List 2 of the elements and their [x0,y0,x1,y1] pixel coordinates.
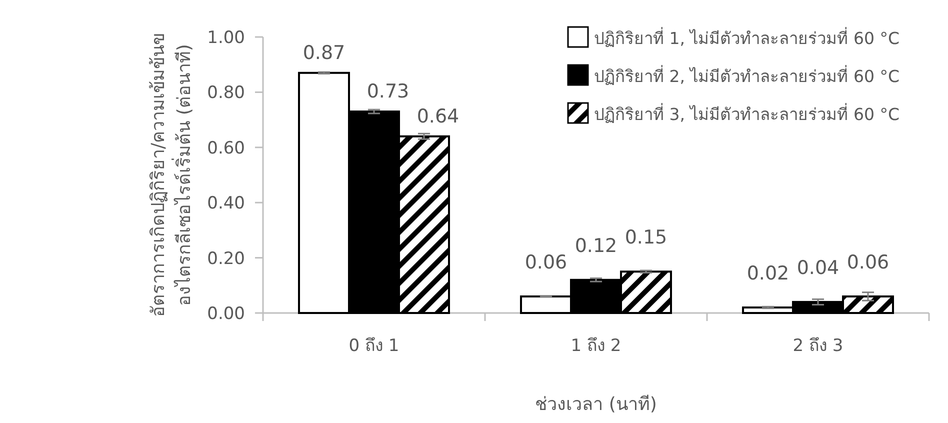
ylabel: อัตราการเกิดปฏิกิริยา/ความเข้มข้นของไตรกลีเซอไรด์เริ่มต้น (ต่อนาที) [148,32,195,318]
xlabel: ช่วงเวลา (นาที) [535,394,657,415]
